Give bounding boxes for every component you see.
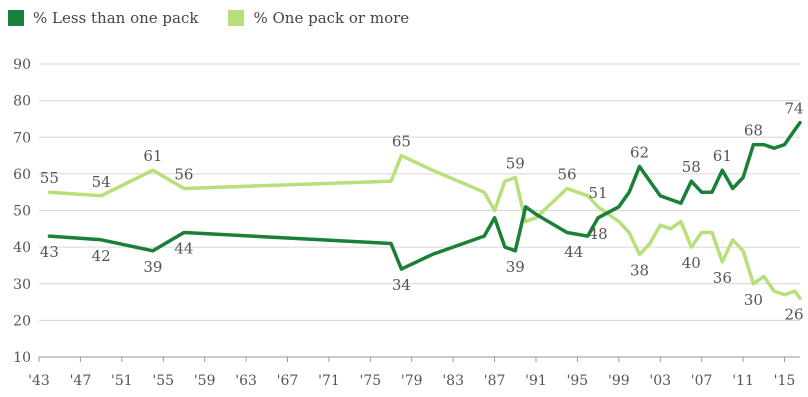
- x-tick-label: '91: [525, 373, 547, 389]
- data-label: 43: [40, 243, 59, 261]
- y-tick-label: 50: [13, 204, 31, 220]
- series-line-one-pack-or-more: [47, 153, 802, 301]
- data-label: 39: [506, 258, 525, 276]
- data-label: 56: [557, 166, 576, 184]
- y-tick-label: 60: [13, 167, 31, 183]
- x-tick-label: '07: [691, 373, 713, 389]
- data-label: 34: [392, 276, 411, 294]
- data-label: 39: [143, 258, 162, 276]
- x-tick-label: '59: [194, 373, 216, 389]
- x-tick-label: '71: [318, 373, 340, 389]
- x-tick-label: '51: [111, 373, 133, 389]
- data-label: 61: [713, 147, 732, 165]
- series-line-less-than-one-pack: [47, 120, 802, 271]
- data-label: 59: [506, 155, 525, 173]
- x-tick-label: '43: [28, 373, 50, 389]
- data-label: 51: [589, 184, 608, 202]
- x-tick-label: '03: [649, 373, 671, 389]
- x-tick-label: '55: [152, 373, 174, 389]
- data-label: 56: [174, 166, 193, 184]
- data-label: 36: [713, 269, 732, 287]
- data-label: 61: [143, 147, 162, 165]
- x-tick-label: '83: [442, 373, 464, 389]
- data-label: 65: [392, 133, 411, 151]
- x-tick-label: '67: [277, 373, 299, 389]
- data-label: 68: [744, 122, 763, 140]
- data-label: 62: [630, 144, 649, 162]
- legend-label-less-than-one-pack: % Less than one pack: [33, 9, 199, 27]
- x-tick-label: '87: [484, 373, 506, 389]
- y-tick-label: 80: [13, 94, 31, 110]
- x-tick-label: '99: [608, 373, 630, 389]
- data-label: 42: [92, 247, 111, 265]
- x-tick-label: '63: [235, 373, 257, 389]
- y-tick-label: 20: [13, 313, 31, 329]
- legend-swatch-one-pack-or-more: [228, 10, 245, 26]
- x-tick-label: '15: [774, 373, 796, 389]
- x-tick-label: '79: [401, 373, 423, 389]
- data-label: 26: [784, 305, 803, 323]
- data-label: 54: [92, 173, 111, 191]
- data-label: 44: [174, 239, 193, 257]
- y-tick-label: 90: [13, 57, 31, 73]
- legend-item-one-pack-or-more: % One pack or more: [228, 9, 409, 27]
- y-tick-label: 70: [13, 130, 31, 146]
- x-tick-label: '95: [567, 373, 589, 389]
- data-label: 44: [564, 243, 583, 261]
- data-label: 55: [40, 169, 59, 187]
- x-tick-label: '11: [732, 373, 754, 389]
- y-tick-label: 40: [13, 240, 31, 256]
- legend-label-one-pack-or-more: % One pack or more: [253, 9, 410, 27]
- y-tick-label: 10: [13, 350, 31, 366]
- y-tick-label: 30: [13, 277, 31, 293]
- data-label: 74: [784, 100, 803, 118]
- x-tick-label: '47: [70, 373, 92, 389]
- legend-swatch-less-than-one-pack: [8, 10, 24, 26]
- data-label: 30: [744, 291, 763, 309]
- legend-item-less-than-one-pack: % Less than one pack: [8, 9, 198, 27]
- data-label: 58: [682, 158, 701, 176]
- data-label: 48: [589, 225, 608, 243]
- data-label: 38: [630, 261, 649, 279]
- data-label: 40: [682, 254, 701, 272]
- x-tick-label: '75: [359, 373, 381, 389]
- chart-legend: % Less than one pack % One pack or more: [8, 6, 439, 30]
